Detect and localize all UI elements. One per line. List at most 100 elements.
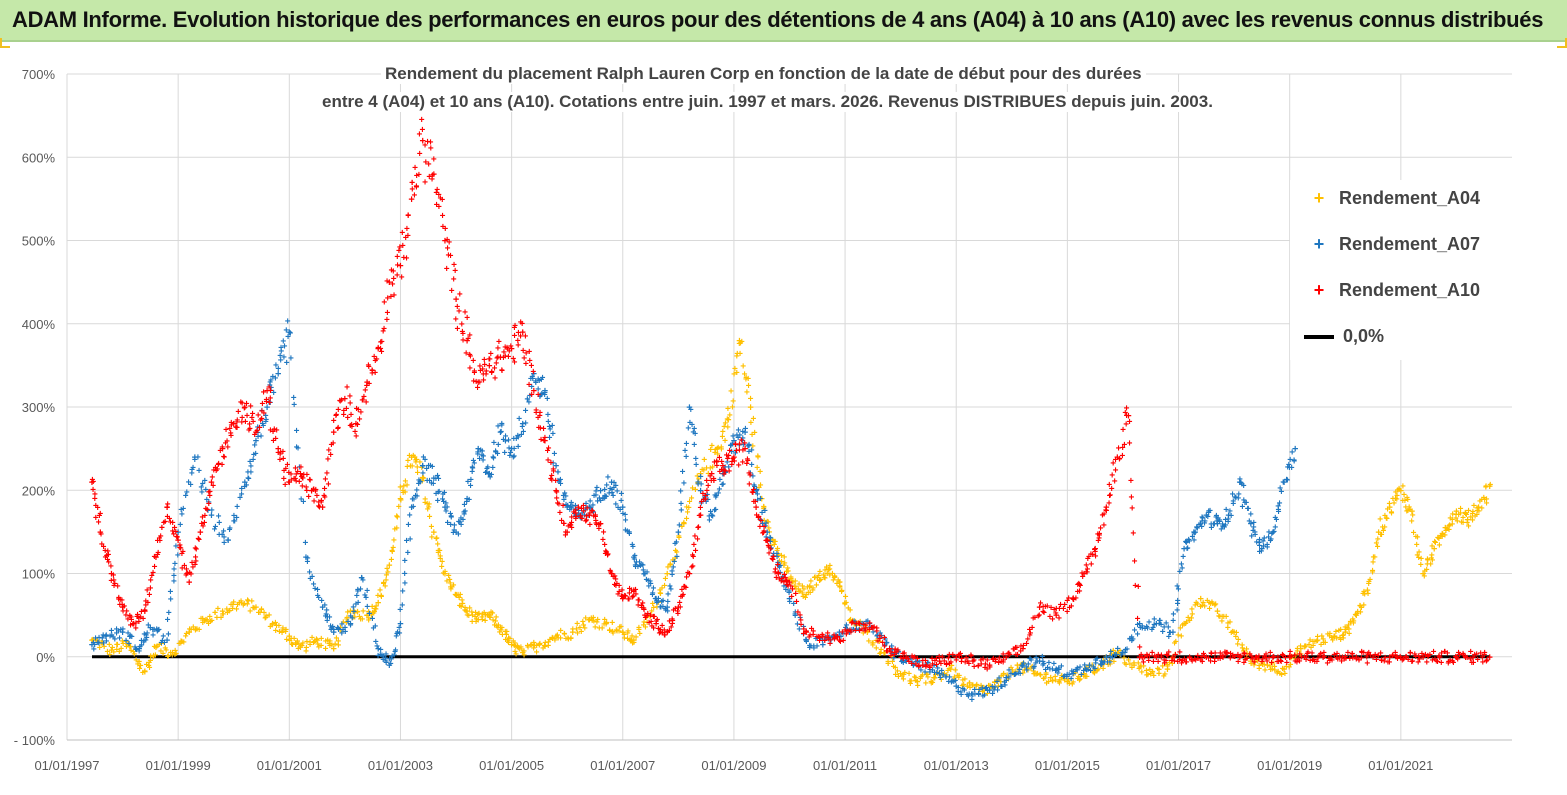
data-point: + [1147, 665, 1153, 676]
data-point: + [891, 662, 897, 673]
data-point: + [1398, 485, 1404, 497]
data-point: + [414, 183, 420, 194]
data-point: + [650, 599, 656, 610]
data-point: + [230, 604, 236, 615]
data-point: + [428, 461, 434, 472]
data-point: + [1340, 634, 1346, 645]
data-point: + [837, 582, 843, 593]
data-point: + [118, 625, 124, 636]
data-point: + [785, 564, 791, 575]
data-point: + [757, 467, 763, 478]
data-point: + [437, 552, 443, 563]
y-tick-label: 300% [22, 400, 56, 415]
data-point: + [1072, 668, 1078, 679]
data-point: + [1447, 520, 1453, 531]
data-point: + [824, 563, 830, 574]
data-point: + [1385, 505, 1391, 516]
data-point: + [454, 590, 460, 601]
data-point: + [913, 676, 919, 687]
data-point: + [699, 465, 705, 476]
data-point: + [178, 505, 184, 516]
data-point: + [212, 608, 218, 619]
data-point: + [413, 455, 419, 466]
data-point: + [683, 583, 689, 594]
data-point: + [181, 638, 187, 649]
data-point: + [1334, 633, 1340, 644]
data-point: + [406, 451, 412, 462]
data-point: + [434, 534, 440, 545]
plus-marker-icon: + [1313, 234, 1325, 254]
data-point: + [1114, 648, 1120, 660]
data-point: + [1420, 569, 1426, 581]
x-tick-label: 01/01/2021 [1368, 758, 1433, 773]
data-point: + [1302, 641, 1308, 652]
data-point: + [1404, 493, 1410, 504]
data-point: + [245, 597, 251, 608]
series-Rendement_A07: + + + + + + + + + + + + + + + + + + + + + + + + + + + + + + + + + + + + + + + +… [89, 317, 1299, 706]
data-point: + [231, 511, 237, 522]
data-point: + [283, 627, 289, 638]
data-point: + [335, 424, 341, 435]
data-point: + [161, 638, 167, 649]
data-point: + [1403, 502, 1409, 513]
data-point: + [1084, 672, 1090, 683]
data-point: + [938, 675, 944, 686]
data-point: + [591, 616, 597, 627]
data-point: + [521, 650, 527, 661]
data-point: + [251, 603, 257, 614]
data-point: + [151, 625, 157, 636]
data-point: + [932, 673, 938, 684]
data-point: + [1076, 672, 1082, 683]
data-point: + [1094, 667, 1100, 678]
data-point: + [111, 648, 117, 659]
y-tick-label: 500% [22, 234, 56, 249]
data-point: + [431, 169, 437, 181]
data-point: + [499, 421, 505, 432]
data-point: + [325, 635, 331, 646]
data-point: + [647, 610, 653, 622]
data-point: + [446, 571, 452, 582]
data-point: + [1394, 491, 1400, 502]
data-point: + [530, 367, 536, 378]
data-point: + [662, 581, 668, 592]
data-point: + [1028, 664, 1034, 675]
data-point: + [345, 607, 351, 618]
data-point: + [628, 637, 634, 648]
series-Rendement_A04: + + + + + + + + + + + + + + + + + + + + + + + + + + + + + + + + + + + + + + + +… [89, 335, 1494, 700]
data-point: + [1432, 537, 1438, 548]
data-point: + [496, 337, 502, 348]
data-point: + [116, 627, 122, 638]
data-point: + [865, 626, 871, 637]
data-point: + [1015, 665, 1021, 676]
data-point: + [343, 618, 349, 629]
data-point: + [1042, 673, 1048, 684]
data-point: + [169, 648, 175, 660]
data-point: + [782, 558, 788, 569]
data-point: + [761, 502, 767, 513]
data-point: + [1204, 596, 1210, 607]
data-point: + [209, 506, 215, 517]
data-point: + [1267, 662, 1273, 673]
data-point: + [105, 647, 111, 658]
data-point: + [192, 626, 198, 637]
data-point: + [1370, 566, 1376, 577]
data-point: + [464, 313, 470, 324]
data-point: + [599, 623, 605, 634]
data-point: + [154, 642, 160, 653]
data-point: + [1049, 676, 1055, 687]
data-point: + [802, 593, 808, 604]
data-point: + [976, 685, 982, 696]
data-point: + [681, 518, 687, 529]
data-point: + [447, 578, 453, 589]
data-point: + [581, 620, 587, 631]
data-point: + [742, 370, 748, 381]
data-point: + [159, 636, 165, 647]
data-point: + [1375, 527, 1381, 539]
data-point: + [246, 474, 252, 485]
data-point: + [412, 452, 418, 463]
data-point: + [415, 468, 421, 479]
data-point: + [1470, 509, 1476, 520]
data-point: + [198, 614, 204, 625]
data-point: + [913, 673, 919, 684]
data-point: + [504, 630, 510, 641]
